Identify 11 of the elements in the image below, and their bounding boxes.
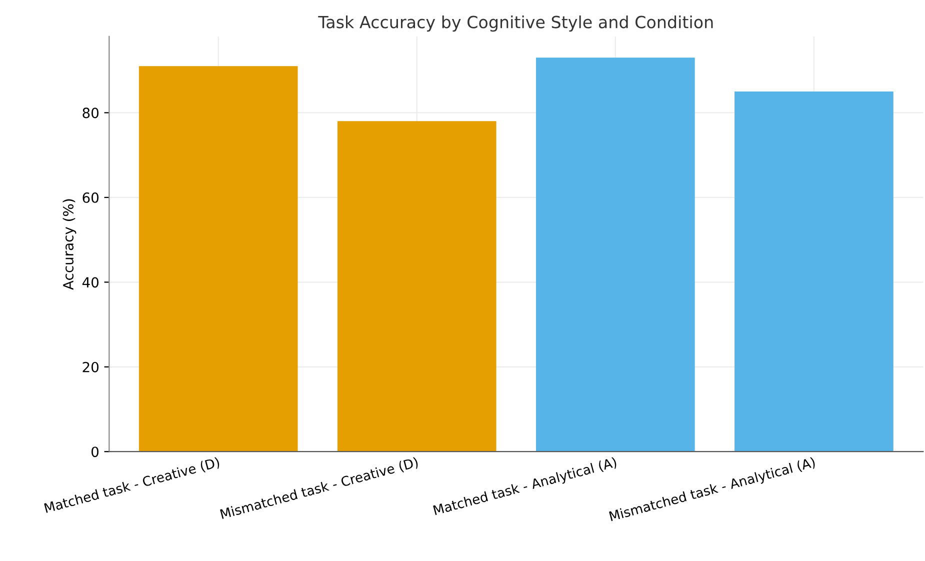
y-tick-label: 20 — [82, 362, 99, 372]
y-axis-title: Accuracy (%) — [62, 199, 76, 290]
chart-title: Task Accuracy by Cognitive Style and Condition — [318, 15, 713, 32]
bar — [734, 92, 894, 452]
y-tick-label: 60 — [82, 192, 99, 203]
bar — [337, 121, 496, 452]
y-tick-label: 80 — [82, 108, 99, 118]
bar — [138, 66, 298, 452]
y-tick-label: 0 — [92, 446, 99, 458]
y-tick-label: 40 — [82, 277, 99, 288]
bar — [536, 58, 695, 452]
